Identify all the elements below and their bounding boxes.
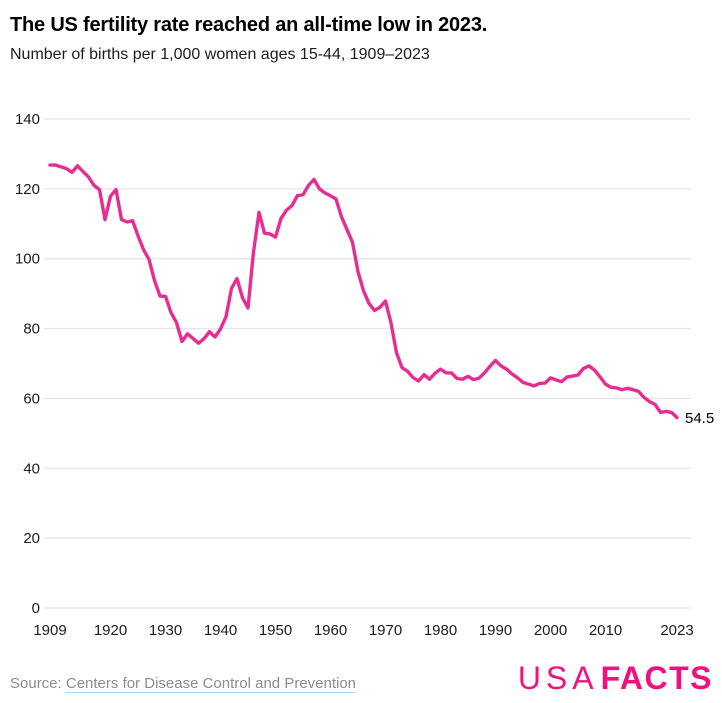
- x-axis-tick-2023: 2023: [660, 622, 693, 639]
- y-axis-tick-40: 40: [23, 460, 40, 477]
- x-axis-tick-1960: 1960: [314, 622, 347, 639]
- y-axis-tick-80: 80: [23, 321, 40, 338]
- x-axis-tick-1940: 1940: [204, 622, 237, 639]
- line-chart-plot-area: 0 20 40 60 80 100 120 140 1909 1920 1930 1940 1950 19…: [15, 111, 714, 639]
- chart-footer: Source: Centers for Disease Control and …: [0, 662, 722, 703]
- x-axis-tick-1980: 1980: [424, 622, 457, 639]
- x-axis-tick-1920: 1920: [94, 622, 127, 639]
- source-attribution: Source: Centers for Disease Control and …: [10, 675, 357, 693]
- end-value-label: 54.5: [685, 410, 714, 427]
- fertility-rate-line-series: [48, 163, 679, 420]
- source-prefix-label: Source:: [10, 675, 66, 692]
- chart-title: The US fertility rate reached an all-tim…: [10, 14, 488, 36]
- x-axis-tick-2000: 2000: [534, 622, 567, 639]
- x-axis-tick-1970: 1970: [369, 622, 402, 639]
- y-axis-tick-0: 0: [32, 600, 40, 617]
- chart-header: The US fertility rate reached an all-tim…: [10, 12, 710, 65]
- source-link[interactable]: Centers for Disease Control and Preventi…: [65, 675, 357, 693]
- y-axis-tick-60: 60: [23, 390, 40, 407]
- x-axis-tick-1950: 1950: [259, 622, 292, 639]
- y-axis-tick-100: 100: [15, 251, 40, 268]
- usafacts-logo: USAFACTS: [518, 662, 713, 694]
- x-axis-tick-2010: 2010: [589, 622, 622, 639]
- y-axis-tick-120: 120: [15, 181, 40, 198]
- x-axis-tick-1930: 1930: [149, 622, 182, 639]
- x-axis-tick-1909: 1909: [33, 622, 66, 639]
- y-axis-tick-140: 140: [15, 111, 40, 128]
- usafacts-logo-facts: FACTS: [600, 660, 713, 696]
- chart-subtitle: Number of births per 1,000 women ages 15…: [10, 46, 430, 63]
- x-axis-tick-1990: 1990: [479, 622, 512, 639]
- y-axis-tick-20: 20: [23, 530, 40, 547]
- usafacts-logo-usa: USA: [517, 660, 599, 696]
